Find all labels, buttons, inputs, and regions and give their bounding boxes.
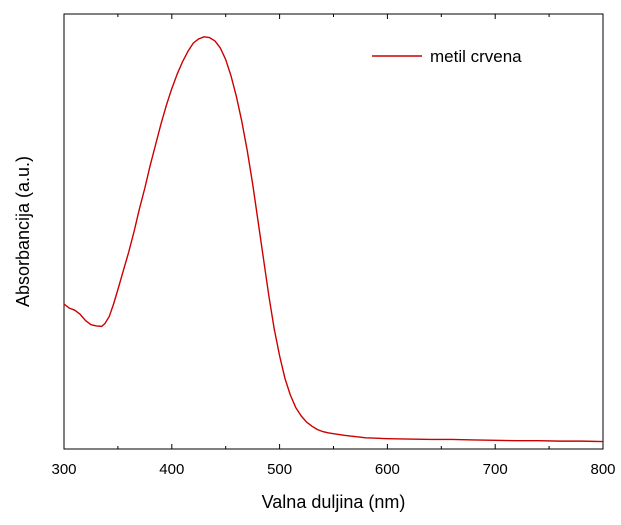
series-line-0 — [63, 36, 604, 443]
x-tick-label: 300 — [51, 461, 76, 478]
y-axis-label: Absorbancija (a.u.) — [13, 156, 33, 307]
series-layer — [63, 36, 604, 443]
x-tick-label: 400 — [159, 461, 184, 478]
x-tick-label: 500 — [267, 461, 292, 478]
x-tick-label: 800 — [590, 461, 615, 478]
legend: metil crvena — [372, 47, 522, 66]
x-tick-label: 600 — [375, 461, 400, 478]
x-axis-label: Valna duljina (nm) — [262, 492, 406, 512]
plot-frame — [63, 13, 604, 450]
legend-label-metil-crvena: metil crvena — [430, 47, 522, 66]
x-tick-label: 700 — [483, 461, 508, 478]
x-axis: 300 400 500 600 700 800 — [51, 14, 616, 478]
